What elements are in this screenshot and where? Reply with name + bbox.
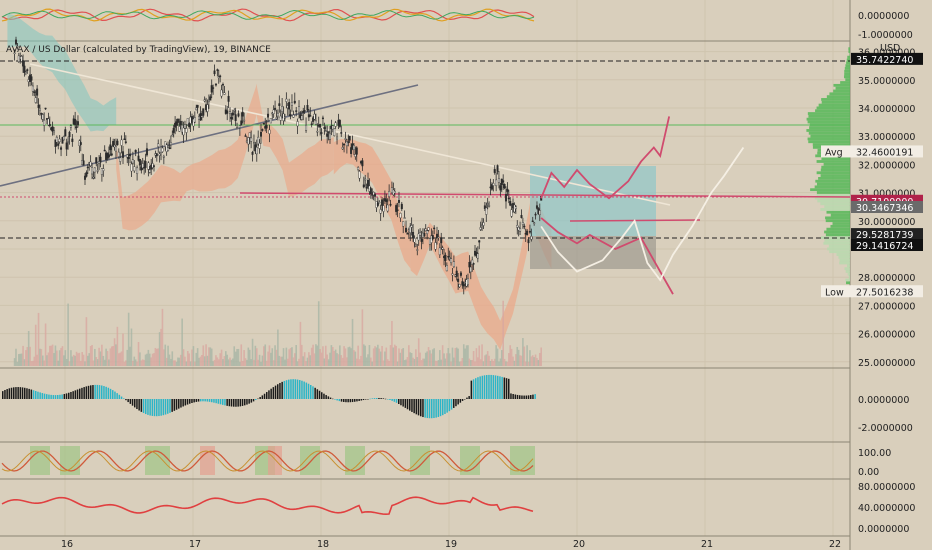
price-label-level-a: 30.3467346 — [851, 201, 923, 214]
rsi-line — [1, 496, 534, 516]
stoch-line-gold — [1, 450, 534, 472]
price-tick-label: 28.0000000 — [858, 273, 915, 284]
price-tick-label: 30.0000000 — [858, 217, 915, 228]
price-tick-label: 27.0000000 — [858, 301, 915, 312]
oscillator-line-red — [1, 8, 535, 22]
time-axis: 16 17 18 19 20 21 22 — [61, 539, 841, 550]
descending-trend-line[interactable] — [29, 63, 671, 206]
macd-tick-label: 0.0000000 — [858, 395, 909, 406]
svg-text:27.5016238: 27.5016238 — [856, 287, 913, 298]
top-oscillator-tick-label: -1.0000000 — [858, 30, 913, 41]
ascending-trend-line[interactable] — [0, 84, 419, 187]
svg-text:29.5281739: 29.5281739 — [856, 230, 913, 241]
time-tick-label: 18 — [317, 539, 329, 550]
top-oscillator-tick-label: 0.0000000 — [858, 11, 909, 22]
time-tick-label: 20 — [573, 539, 585, 550]
macd-tick-label: -2.0000000 — [858, 423, 913, 434]
svg-text:30.3467346: 30.3467346 — [856, 203, 913, 214]
price-tick-label: 31.0000000 — [858, 189, 915, 200]
price-tick-label: 32.0000000 — [858, 160, 915, 171]
time-tick-label: 22 — [829, 539, 841, 550]
oscillator-line-gold — [1, 8, 535, 22]
stoch-rsi-tick-label: 0.00 — [858, 467, 879, 478]
price-label-level-b: 29.5281739 — [851, 228, 923, 241]
projection-paths — [540, 116, 745, 295]
price-tick-label: 35.0000000 — [858, 76, 915, 87]
chart-title: AVAX / US Dollar (calculated by TradingV… — [6, 45, 271, 55]
price-axis: USD 36.000000035.000000034.000000033.000… — [821, 11, 923, 535]
pivot-line[interactable] — [239, 192, 851, 198]
svg-text:Low: Low — [825, 287, 844, 298]
price-tick-label: 26.0000000 — [858, 330, 915, 341]
price-label-level-high: 35.7422740 — [851, 52, 923, 66]
price-tick-label: 25.0000000 — [858, 358, 915, 369]
currency-label: USD — [880, 43, 900, 54]
price-label-avg: Avg 32.4600191 — [821, 145, 923, 158]
panel-separators — [0, 0, 851, 550]
price-tick-label: 34.0000000 — [858, 104, 915, 115]
stoch-line-red — [1, 450, 534, 472]
price-label-level-c: 29.1416724 — [851, 239, 923, 252]
time-tick-label: 19 — [445, 539, 457, 550]
time-tick-label: 16 — [61, 539, 73, 550]
svg-text:29.1416724: 29.1416724 — [856, 241, 913, 252]
svg-text:35.7422740: 35.7422740 — [856, 55, 913, 66]
time-tick-label: 17 — [189, 539, 201, 550]
svg-text:Avg: Avg — [825, 147, 843, 158]
price-tick-label: 33.0000000 — [858, 132, 915, 143]
volume-bars — [13, 300, 542, 366]
price-label-low: Low 27.5016238 — [821, 285, 923, 298]
rsi-tick-label: 0.0000000 — [858, 524, 909, 535]
oscillator-line-green — [1, 10, 535, 20]
svg-text:32.4600191: 32.4600191 — [856, 147, 913, 158]
macd-histogram — [2, 374, 536, 419]
rsi-tick-label: 80.0000000 — [858, 482, 915, 493]
projection-white[interactable] — [540, 146, 745, 282]
rsi-tick-label: 40.0000000 — [858, 503, 915, 514]
stoch-rsi-panel — [1, 446, 535, 475]
top-oscillator-panel — [1, 8, 535, 22]
time-tick-label: 21 — [701, 539, 713, 550]
stoch-rsi-tick-label: 100.00 — [858, 448, 891, 459]
price-candles — [13, 36, 543, 295]
projection-up[interactable] — [540, 116, 671, 200]
projection-down[interactable] — [540, 217, 674, 295]
